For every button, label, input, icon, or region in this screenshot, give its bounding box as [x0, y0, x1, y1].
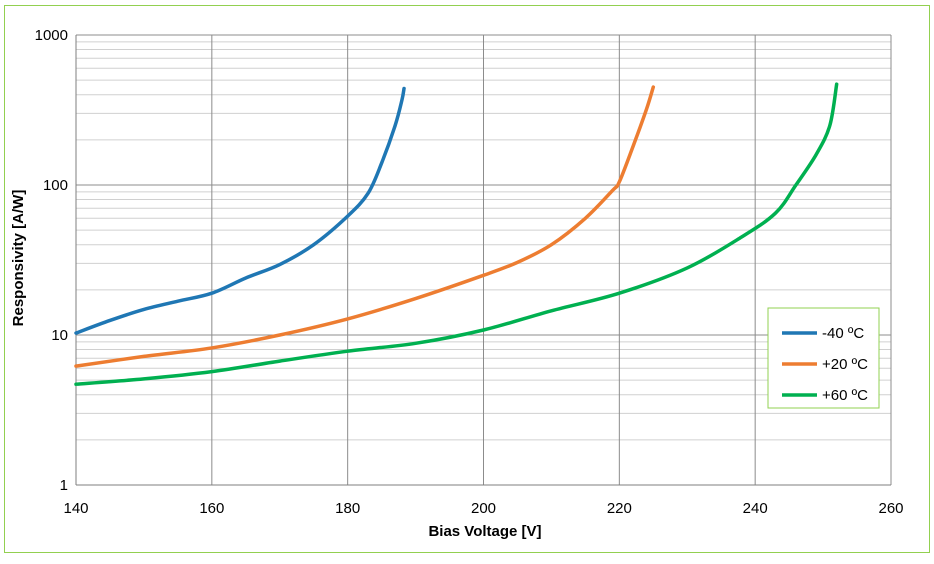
legend: -40 ºC +20 ºC +60 ºC	[767, 307, 880, 409]
legend-label-2: +20 ºC	[822, 356, 868, 373]
series-line-2	[74, 85, 656, 368]
y-tick-label: 100	[43, 177, 68, 194]
series-line-3	[74, 82, 839, 386]
legend-label-1: -40 ºC	[822, 325, 864, 342]
x-axis-title: Bias Voltage [V]	[428, 523, 541, 540]
x-tick-label: 160	[199, 500, 224, 517]
legend-box	[767, 307, 880, 409]
legend-label-3: +60 ºC	[822, 387, 868, 404]
y-axis-title: Responsivity [A/W]	[10, 190, 27, 327]
x-tick-label: 220	[607, 500, 632, 517]
series-line-1	[74, 86, 406, 335]
x-axis-ticks: 140 160 180 200 220 240 260	[63, 500, 903, 517]
x-tick-label: 240	[743, 500, 768, 517]
y-tick-label: 10	[51, 327, 68, 344]
series-lines	[74, 82, 839, 386]
x-tick-label: 260	[878, 500, 903, 517]
x-tick-label: 180	[335, 500, 360, 517]
chart-frame: 140 160 180 200 220 240 260 1 10 100 1000 Bias Vo…	[4, 5, 930, 553]
x-tick-label: 200	[471, 500, 496, 517]
y-tick-label: 1	[60, 477, 68, 494]
responsivity-chart: 140 160 180 200 220 240 260 1 10 100 1000 Bias Vo…	[10, 27, 904, 540]
x-tick-label: 140	[63, 500, 88, 517]
y-tick-label: 1000	[35, 27, 68, 44]
y-axis-ticks: 1 10 100 1000	[35, 27, 68, 494]
grid	[75, 34, 892, 486]
